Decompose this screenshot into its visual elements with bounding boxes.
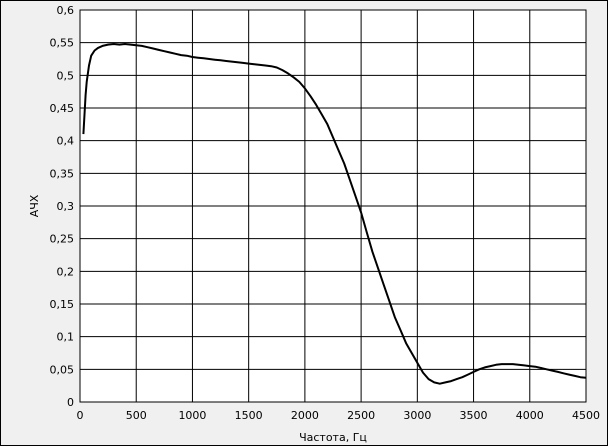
x-tick-label: 3000 <box>403 409 431 422</box>
y-tick-label: 0,25 <box>50 233 75 246</box>
x-tick-label: 500 <box>126 409 147 422</box>
plot-border <box>79 9 587 403</box>
x-tick-label: 3500 <box>460 409 488 422</box>
x-tick-labels: 0 500 1000 1500 2000 2500 3000 3500 4000 4500 <box>77 409 601 422</box>
y-tick-label: 0,3 <box>57 200 75 213</box>
x-tick-label: 0 <box>77 409 84 422</box>
y-tick-label: 0,1 <box>57 331 75 344</box>
y-tick-label: 0,35 <box>50 167 75 180</box>
x-tick-label: 1000 <box>178 409 206 422</box>
y-tick-label: 0,15 <box>50 298 75 311</box>
x-tick-label: 4500 <box>572 409 600 422</box>
y-tick-label: 0,2 <box>57 265 75 278</box>
x-tick-label: 2500 <box>347 409 375 422</box>
x-tick-label: 1500 <box>235 409 263 422</box>
y-tick-label: 0,05 <box>50 363 75 376</box>
y-tick-label: 0,4 <box>57 135 75 148</box>
series-line <box>82 43 587 385</box>
x-tick-label: 2000 <box>291 409 319 422</box>
y-tick-label: 0,55 <box>50 37 75 50</box>
y-tick-label: 0 <box>67 396 74 409</box>
y-tick-labels: 0 0,05 0,1 0,15 0,2 0,25 0,3 0,35 0,4 0,45 0,5 0,55… <box>50 4 75 409</box>
y-tick-label: 0,5 <box>57 69 75 82</box>
x-axis-label: Частота, Гц <box>299 431 367 444</box>
y-tick-label: 0,45 <box>50 102 75 115</box>
y-tick-label: 0,6 <box>57 4 75 17</box>
y-axis-label: АЧХ <box>28 194 41 217</box>
x-tick-label: 4000 <box>516 409 544 422</box>
